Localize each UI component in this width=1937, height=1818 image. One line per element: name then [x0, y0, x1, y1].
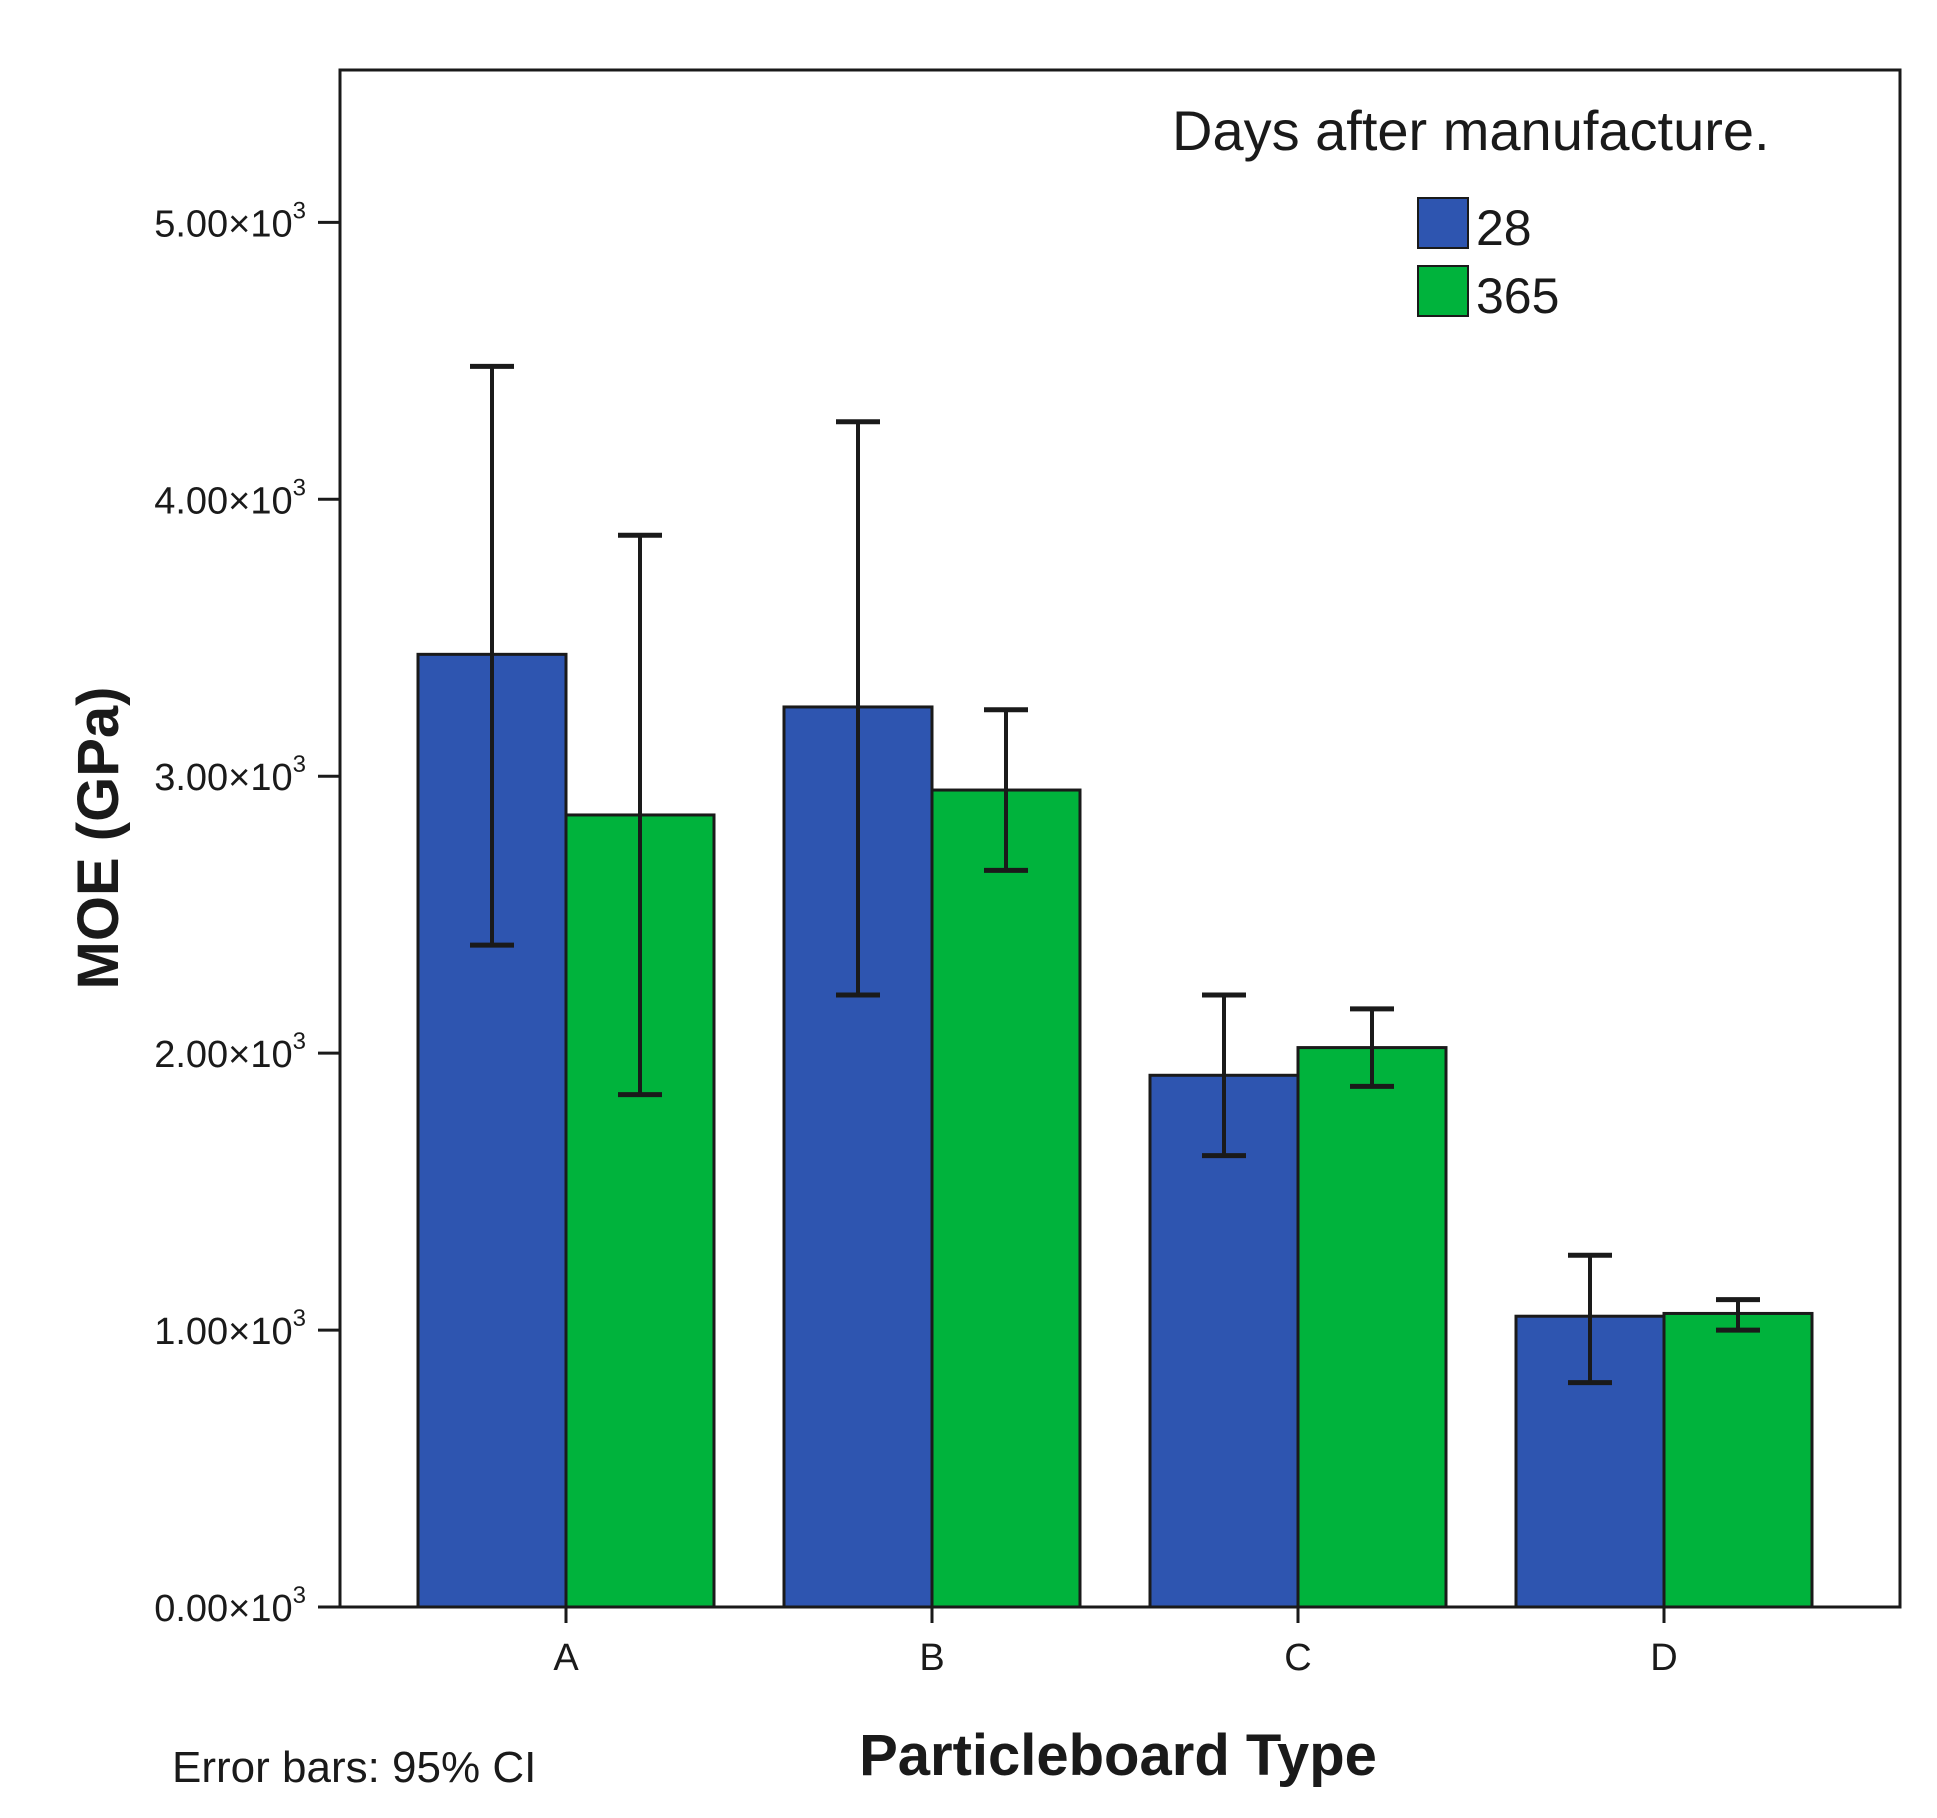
x-tick-label-B: B — [919, 1637, 944, 1679]
y-tick-label: 2.00×103 — [154, 1028, 306, 1076]
legend-swatch-28 — [1417, 197, 1469, 249]
y-tick-exponent: 3 — [293, 1582, 306, 1609]
y-tick-label: 5.00×103 — [154, 197, 306, 245]
y-tick-mantissa: 0.00×10 — [154, 1588, 292, 1630]
y-tick-mantissa: 1.00×10 — [154, 1311, 292, 1353]
legend-swatch-365 — [1417, 265, 1469, 317]
y-tick-mantissa: 2.00×10 — [154, 1034, 292, 1076]
bar-D-365 — [1662, 1311, 1814, 1609]
y-tick-exponent: 3 — [293, 474, 306, 501]
legend-label-28: 28 — [1476, 200, 1532, 256]
error-bars-group — [470, 363, 1760, 1386]
y-tick-mantissa: 5.00×10 — [154, 203, 292, 245]
x-tick-label-D: D — [1650, 1637, 1677, 1679]
bar-C-28 — [1148, 1073, 1300, 1609]
y-tick-label: 0.00×103 — [154, 1582, 306, 1630]
bar-C-365 — [1296, 1046, 1448, 1609]
y-tick-mantissa: 4.00×10 — [154, 480, 292, 522]
legend: Days after manufacture. 28 365 — [1172, 99, 1770, 324]
y-tick-label: 3.00×103 — [154, 751, 306, 799]
y-tick-exponent: 3 — [293, 1305, 306, 1332]
y-tick-exponent: 3 — [293, 1028, 306, 1055]
y-axis-title: MOE (GPa) — [66, 687, 131, 990]
y-tick-exponent: 3 — [293, 197, 306, 224]
legend-title: Days after manufacture. — [1172, 99, 1770, 162]
y-tick-mantissa: 3.00×10 — [154, 757, 292, 799]
x-axis-title: Particleboard Type — [859, 1723, 1377, 1788]
x-tick-label-A: A — [553, 1637, 579, 1679]
y-tick-label: 4.00×103 — [154, 474, 306, 522]
legend-label-365: 365 — [1476, 268, 1559, 324]
x-tick-label-C: C — [1284, 1637, 1311, 1679]
bar-B-365 — [930, 788, 1082, 1609]
error-bars-note: Error bars: 95% CI — [172, 1743, 536, 1792]
y-tick-exponent: 3 — [293, 751, 306, 778]
y-axis-ticks: 0.00×1031.00×1032.00×1033.00×1034.00×103… — [154, 197, 340, 1630]
x-axis-ticks: A B C D — [553, 1607, 1678, 1679]
y-tick-label: 1.00×103 — [154, 1305, 306, 1353]
